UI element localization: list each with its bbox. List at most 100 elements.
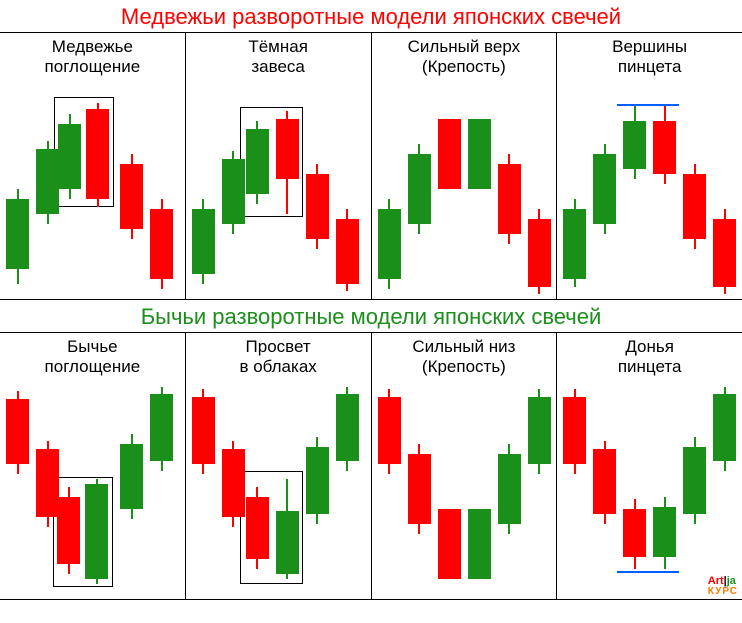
candle-body — [593, 449, 616, 514]
candle-body — [653, 121, 676, 174]
candle-body — [653, 507, 676, 557]
bear-candle — [6, 379, 29, 599]
bull-candle — [623, 79, 646, 299]
candle-body — [58, 124, 81, 189]
bear-candle — [438, 79, 461, 299]
pattern-label: Сильный верх(Крепость) — [408, 37, 520, 79]
bear-candle — [192, 379, 215, 599]
candle-body — [623, 121, 646, 169]
bull-candle — [683, 379, 706, 599]
bull-candle — [222, 79, 245, 299]
pattern-cell: Сильный низ(Крепость) — [372, 333, 558, 599]
candle-body — [408, 454, 431, 524]
candlestick-chart — [372, 79, 557, 299]
bear-candle — [378, 379, 401, 599]
candle-body — [86, 109, 109, 199]
candle-body — [498, 164, 521, 234]
candle-body — [378, 209, 401, 279]
candlestick-chart — [557, 379, 742, 599]
bearish-section-title: Медвежьи разворотные модели японских све… — [0, 0, 742, 33]
watermark: Art|jaКУРС — [708, 576, 738, 597]
candle-body — [528, 219, 551, 287]
candle-body — [150, 394, 173, 461]
candle-body — [306, 174, 329, 239]
bull-candle — [336, 379, 359, 599]
candle-body — [57, 497, 80, 564]
bear-candle — [36, 379, 59, 599]
bear-candle — [86, 79, 109, 299]
candle-body — [246, 497, 269, 559]
bull-candle — [120, 379, 143, 599]
candle-body — [378, 397, 401, 464]
bull-candle — [85, 379, 108, 599]
candlestick-chart — [186, 79, 371, 299]
candle-body — [623, 509, 646, 557]
pattern-cell: Бычьепоглощение — [0, 333, 186, 599]
candle-body — [683, 447, 706, 514]
bear-candle — [150, 79, 173, 299]
candle-body — [336, 394, 359, 461]
bear-candle — [222, 379, 245, 599]
bull-candle — [528, 379, 551, 599]
bear-candle — [336, 79, 359, 299]
candle-body — [85, 484, 108, 579]
candle-body — [246, 129, 269, 194]
bull-candle — [468, 379, 491, 599]
candle-body — [468, 119, 491, 189]
bull-candle — [378, 79, 401, 299]
candle-body — [528, 397, 551, 464]
candle-body — [563, 397, 586, 464]
bull-candle — [246, 79, 269, 299]
pattern-label: Вершиныпинцета — [612, 37, 687, 79]
bull-candle — [468, 79, 491, 299]
candlestick-chart — [372, 379, 557, 599]
bull-candle — [306, 379, 329, 599]
candle-body — [713, 219, 736, 287]
candle-body — [498, 454, 521, 524]
candle-body — [6, 399, 29, 464]
candlestick-chart — [0, 79, 185, 299]
bear-candle — [498, 79, 521, 299]
candlestick-chart — [557, 79, 742, 299]
pattern-cell: Просветв облаках — [186, 333, 372, 599]
pattern-row: Бычьепоглощение Просветв облаках Сильный н… — [0, 333, 742, 600]
candle-body — [276, 119, 299, 179]
bear-candle — [563, 379, 586, 599]
candle-body — [336, 219, 359, 284]
pattern-label: Просветв облаках — [239, 337, 316, 379]
bear-candle — [528, 79, 551, 299]
bear-candle — [713, 79, 736, 299]
bear-candle — [683, 79, 706, 299]
bull-candle — [408, 79, 431, 299]
candle-body — [120, 164, 143, 229]
candle-body — [222, 449, 245, 517]
candle-body — [192, 209, 215, 274]
pattern-label: Бычьепоглощение — [45, 337, 141, 379]
candle-body — [306, 447, 329, 514]
candle-body — [6, 199, 29, 269]
bullish-section-title: Бычьи разворотные модели японских свечей — [0, 300, 742, 333]
bull-candle — [563, 79, 586, 299]
candle-body — [150, 209, 173, 279]
candle-body — [468, 509, 491, 579]
candle-body — [36, 449, 59, 517]
candlestick-chart — [186, 379, 371, 599]
bull-candle — [6, 79, 29, 299]
pattern-label: Сильный низ(Крепость) — [412, 337, 515, 379]
bear-candle — [120, 79, 143, 299]
pattern-label: Доньяпинцета — [618, 337, 682, 379]
pattern-cell: Вершиныпинцета — [557, 33, 742, 299]
bear-candle — [57, 379, 80, 599]
bull-candle — [593, 79, 616, 299]
candle-body — [683, 174, 706, 239]
candle-body — [120, 444, 143, 509]
bull-candle — [192, 79, 215, 299]
bull-candle — [36, 79, 59, 299]
bear-candle — [623, 379, 646, 599]
bull-candle — [498, 379, 521, 599]
candle-body — [408, 154, 431, 224]
pattern-cell: Тёмнаязавеса — [186, 33, 372, 299]
pattern-label: Тёмнаязавеса — [248, 37, 308, 79]
bull-candle — [150, 379, 173, 599]
bear-candle — [306, 79, 329, 299]
